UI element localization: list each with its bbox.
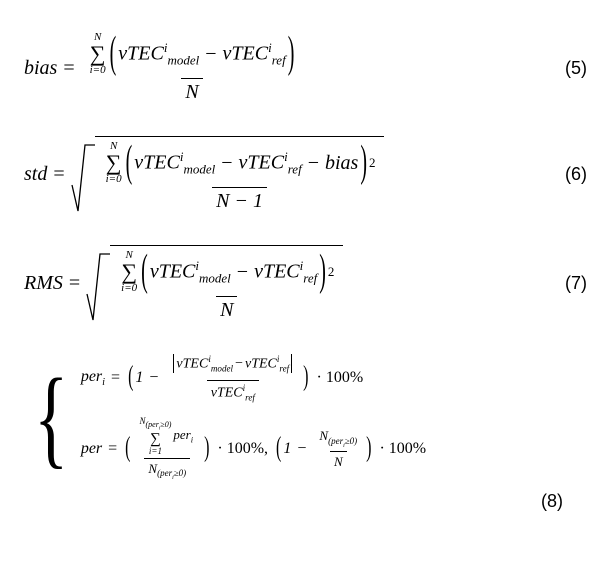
eq6-math: std = N ∑ i=0 ( vTE [24,136,384,213]
sigma-icon: ∑ [90,43,106,65]
eq5-math: bias = N ∑ i=0 ( vTECimodel − vTECiref [24,32,303,104]
eq5-den: N [181,78,202,104]
sigma-icon: ∑ [121,261,137,283]
open-paren: ( [110,29,117,80]
eq7-lhs: RMS [24,272,63,295]
term-model: vTECimodel [118,40,199,69]
eq6-number: (6) [555,164,587,185]
eq7-den: N [216,296,237,322]
equals-sign: = [47,163,70,186]
eq8-math: { peri = ( 1 − vTECimodel − [24,354,432,481]
eq8-number: (8) [531,491,563,511]
eq7-number: (7) [555,273,587,294]
radical-icon [71,136,95,213]
equation-8: { peri = ( 1 − vTECimodel − [24,354,587,481]
term-ref: vTECiref [223,40,286,69]
equation-6: std = N ∑ i=0 ( vTE [24,136,587,213]
close-paren: ) [288,29,295,80]
equation-5: bias = N ∑ i=0 ( vTECimodel − vTECiref [24,32,587,104]
equals-sign: = [57,57,80,80]
sum-lower: i=0 [90,65,106,76]
eq5-lhs: bias [24,57,57,80]
equation-7: RMS = N ∑ i=0 ( vTE [24,245,587,322]
eq7-math: RMS = N ∑ i=0 ( vTE [24,245,343,322]
eq5-number: (5) [555,58,587,79]
minus-sign: − [199,43,222,66]
equations-page: bias = N ∑ i=0 ( vTECimodel − vTECiref [0,0,611,532]
eq8-line2: per = ( N(peri≥0) ∑ i=1 [81,417,432,481]
eq6-den: N − 1 [212,187,267,213]
brace-icon: { [34,354,71,481]
radical-icon [86,245,110,322]
sigma-icon: ∑ [106,152,122,174]
eq6-lhs: std [24,163,47,186]
eq8-line1: peri = ( 1 − vTECimodel − vTECiref [81,354,432,403]
